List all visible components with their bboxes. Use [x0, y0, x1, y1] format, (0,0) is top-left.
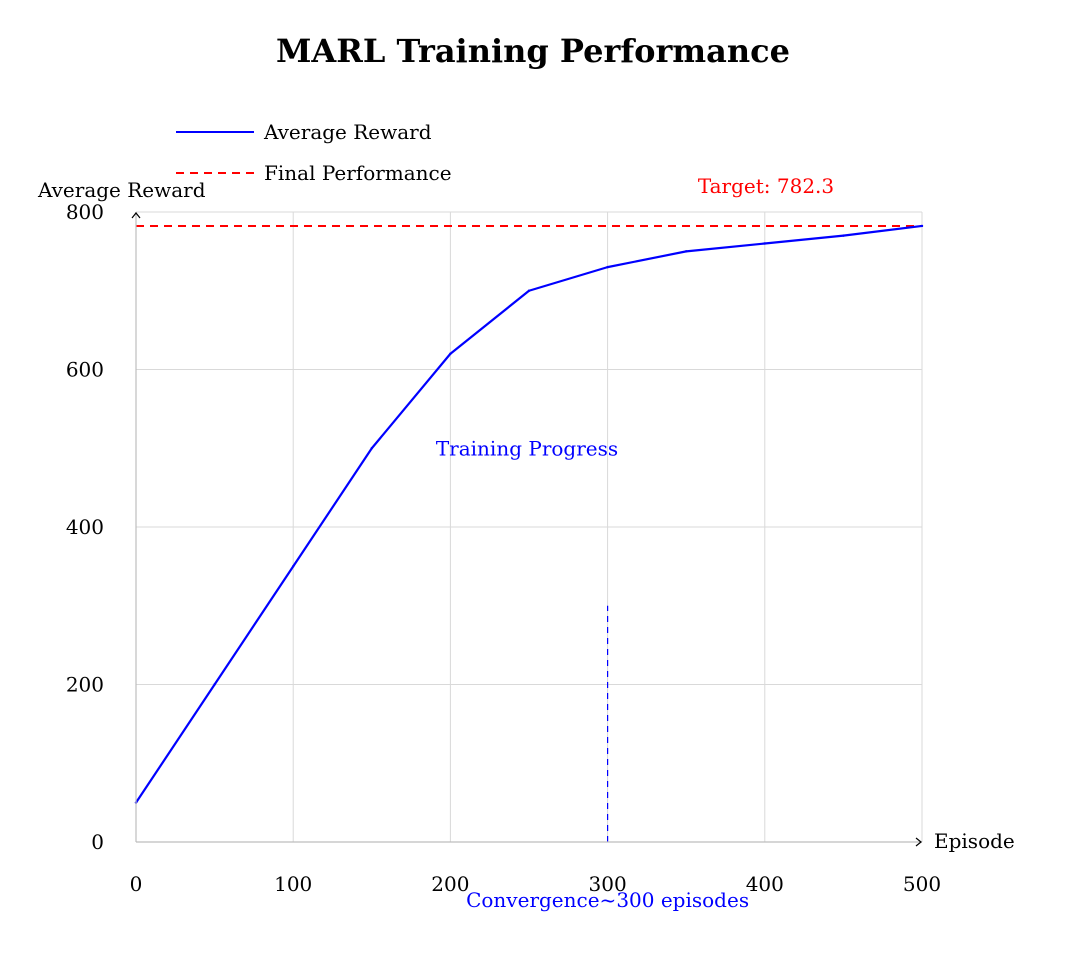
target-label: Target: 782.3 [698, 174, 834, 198]
y-axis-arrow [131, 212, 141, 219]
reference-lines [136, 224, 922, 842]
axes [131, 212, 922, 847]
y-tick-label-600: 600 [66, 358, 104, 382]
data-point-100 [292, 565, 295, 568]
data-point-350 [685, 250, 688, 253]
convergence-label: Convergence~300 episodes [466, 888, 749, 912]
data-point-450 [842, 234, 845, 237]
grid [136, 211, 923, 842]
y-tick-label-0: 0 [91, 830, 104, 854]
x-axis-label: Episode [934, 829, 1015, 853]
x-tick-label-400: 400 [746, 872, 784, 896]
data-point-500 [920, 224, 924, 228]
legend: Average Reward Final Performance [176, 120, 452, 185]
data-point-300 [606, 265, 609, 269]
chart-title: MARL Training Performance [276, 32, 790, 70]
data-point-400 [763, 242, 766, 245]
x-tick-label-500: 500 [903, 872, 941, 896]
y-tick-label-200: 200 [66, 673, 104, 697]
data-point-150 [370, 447, 373, 450]
annotations: Target: 782.3 Convergence~300 episodes Tra… [436, 174, 834, 912]
x-tick-label-300: 300 [589, 872, 627, 896]
legend-label-average-reward: Average Reward [263, 120, 432, 144]
data-point-200 [449, 352, 452, 355]
x-axis-arrow [915, 837, 922, 847]
series-layer [134, 224, 924, 804]
x-tick-label-100: 100 [274, 872, 312, 896]
x-tick-label-200: 200 [431, 872, 469, 896]
x-tick-label-0: 0 [130, 872, 143, 896]
y-tick-label-400: 400 [66, 515, 104, 539]
data-point-50 [213, 683, 216, 686]
tick-labels: 0 100 200 300 400 500 0 200 400 600 800 [66, 200, 941, 896]
y-axis-label: Average Reward [37, 178, 206, 202]
y-tick-label-800: 800 [66, 200, 104, 224]
series-line-average-reward [134, 224, 924, 804]
data-point-250 [527, 289, 531, 292]
training-progress-label: Training Progress [436, 436, 618, 460]
legend-label-final-performance: Final Performance [264, 161, 452, 185]
